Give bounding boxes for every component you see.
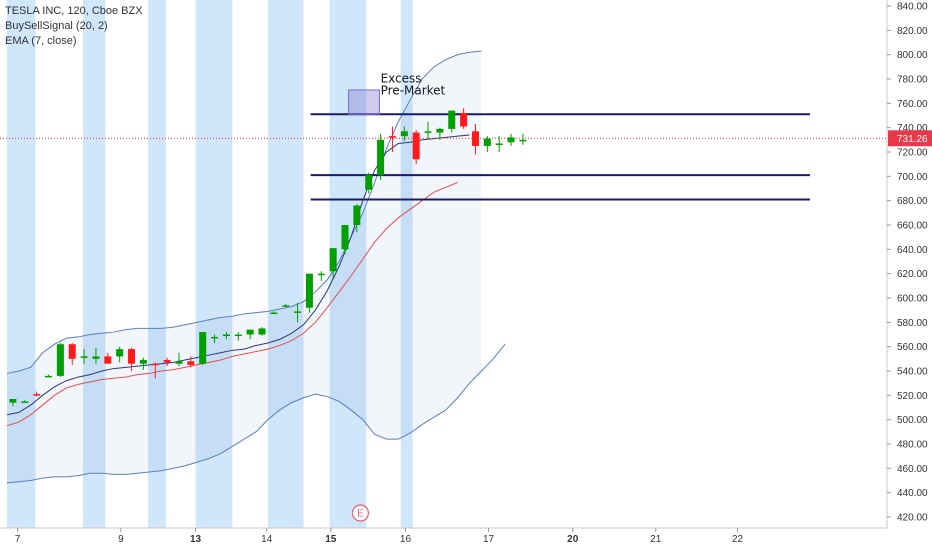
y-tick-label: 560.00	[897, 342, 928, 353]
x-tick-label: 16	[400, 534, 412, 545]
candle-body	[234, 334, 242, 336]
candle-body	[45, 375, 53, 378]
candle-body	[163, 360, 171, 363]
candle-body	[294, 311, 302, 313]
signal-column	[148, 0, 166, 528]
ema-line	[6, 181, 458, 427]
y-tick-label: 460.00	[897, 464, 928, 475]
y-tick-label: 480.00	[897, 440, 928, 451]
annotation-line2: Pre-Market	[381, 84, 446, 98]
x-tick-label: 7	[15, 534, 21, 545]
x-tick-label: 14	[261, 534, 273, 545]
candle-body	[460, 113, 468, 127]
price-axis-bg	[887, 0, 932, 550]
candle-body	[471, 131, 479, 146]
candle-body	[222, 334, 230, 336]
last-price-tag	[888, 130, 932, 147]
candle-body	[128, 349, 136, 364]
y-tick-label: 720.00	[897, 148, 928, 159]
candle-body	[33, 394, 41, 396]
candle-body	[21, 401, 29, 403]
x-tick-label: 9	[118, 534, 124, 545]
x-tick-label: 13	[190, 534, 202, 545]
y-tick-label: 640.00	[897, 245, 928, 256]
candle-body	[495, 143, 503, 145]
legend-ema: EMA (7, close)	[5, 35, 77, 47]
y-tick-label: 440.00	[897, 488, 928, 499]
y-tick-label: 800.00	[897, 50, 928, 61]
chart-legend: TESLA INC, 120, Cboe BZX BuySellSignal (…	[5, 4, 143, 49]
time-axis-bg	[0, 528, 932, 550]
y-tick-label: 740.00	[897, 123, 928, 134]
x-tick-label: 20	[567, 534, 579, 545]
x-tick-label: 22	[732, 534, 744, 545]
candle-body	[353, 205, 361, 225]
candle-body	[211, 336, 219, 339]
candle-body	[68, 344, 76, 359]
candle-body	[412, 132, 420, 160]
earnings-event-label: E	[357, 509, 364, 520]
x-tick-label: 21	[650, 534, 662, 545]
y-tick-label: 840.00	[897, 2, 928, 13]
candle-body	[258, 328, 266, 335]
candle-body	[116, 349, 124, 357]
last-price-label: 731.26	[897, 134, 928, 145]
candle-body	[483, 138, 491, 146]
candle-body	[436, 128, 444, 133]
candle-body	[270, 312, 278, 315]
candle-body	[317, 273, 325, 276]
y-tick-label: 680.00	[897, 196, 928, 207]
signal-column	[267, 0, 304, 528]
candle-body	[377, 139, 385, 176]
legend-buysellsignal: BuySellSignal (20, 2)	[5, 20, 108, 32]
candle-body	[246, 329, 254, 335]
y-tick-label: 540.00	[897, 367, 928, 378]
candle-body	[365, 175, 373, 190]
x-tick-label: 15	[325, 534, 337, 545]
y-tick-label: 520.00	[897, 391, 928, 402]
y-tick-label: 600.00	[897, 294, 928, 305]
signal-column	[400, 0, 413, 528]
annotation-line1: Excess	[381, 72, 422, 86]
legend-symbol: TESLA INC, 120, Cboe BZX	[5, 5, 143, 17]
candle-body	[92, 356, 100, 359]
y-tick-label: 760.00	[897, 99, 928, 110]
candle-body	[151, 363, 159, 366]
lower-band-line	[6, 343, 506, 484]
candle-body	[104, 356, 112, 364]
y-tick-label: 780.00	[897, 75, 928, 86]
y-tick-label: 620.00	[897, 269, 928, 280]
candle-body	[56, 344, 64, 376]
y-tick-label: 700.00	[897, 172, 928, 183]
candle-body	[199, 332, 207, 364]
earnings-event-marker	[351, 504, 370, 522]
y-tick-label: 580.00	[897, 318, 928, 329]
x-tick-label: 17	[483, 534, 495, 545]
pre-market-box	[348, 89, 380, 115]
candle-body	[519, 139, 527, 142]
candle-body	[388, 136, 396, 138]
signal-column	[82, 0, 106, 528]
candle-body	[329, 248, 337, 272]
candle-body	[9, 398, 17, 403]
candle-body	[139, 360, 147, 364]
y-tick-label: 420.00	[897, 513, 928, 524]
y-tick-label: 820.00	[897, 26, 928, 37]
candle-body	[282, 305, 290, 307]
signal-column	[195, 0, 233, 528]
y-tick-label: 500.00	[897, 415, 928, 426]
y-tick-label: 660.00	[897, 221, 928, 232]
candle-body	[305, 273, 313, 308]
candle-body	[400, 131, 408, 137]
candle-body	[448, 110, 456, 129]
candle-body	[187, 361, 195, 365]
candle-body	[175, 361, 183, 364]
band-fill	[7, 51, 482, 483]
candle-body	[424, 131, 432, 133]
candle-body	[80, 356, 88, 358]
signal-column	[7, 0, 36, 528]
candle-body	[507, 137, 515, 143]
candle-body	[341, 225, 349, 250]
